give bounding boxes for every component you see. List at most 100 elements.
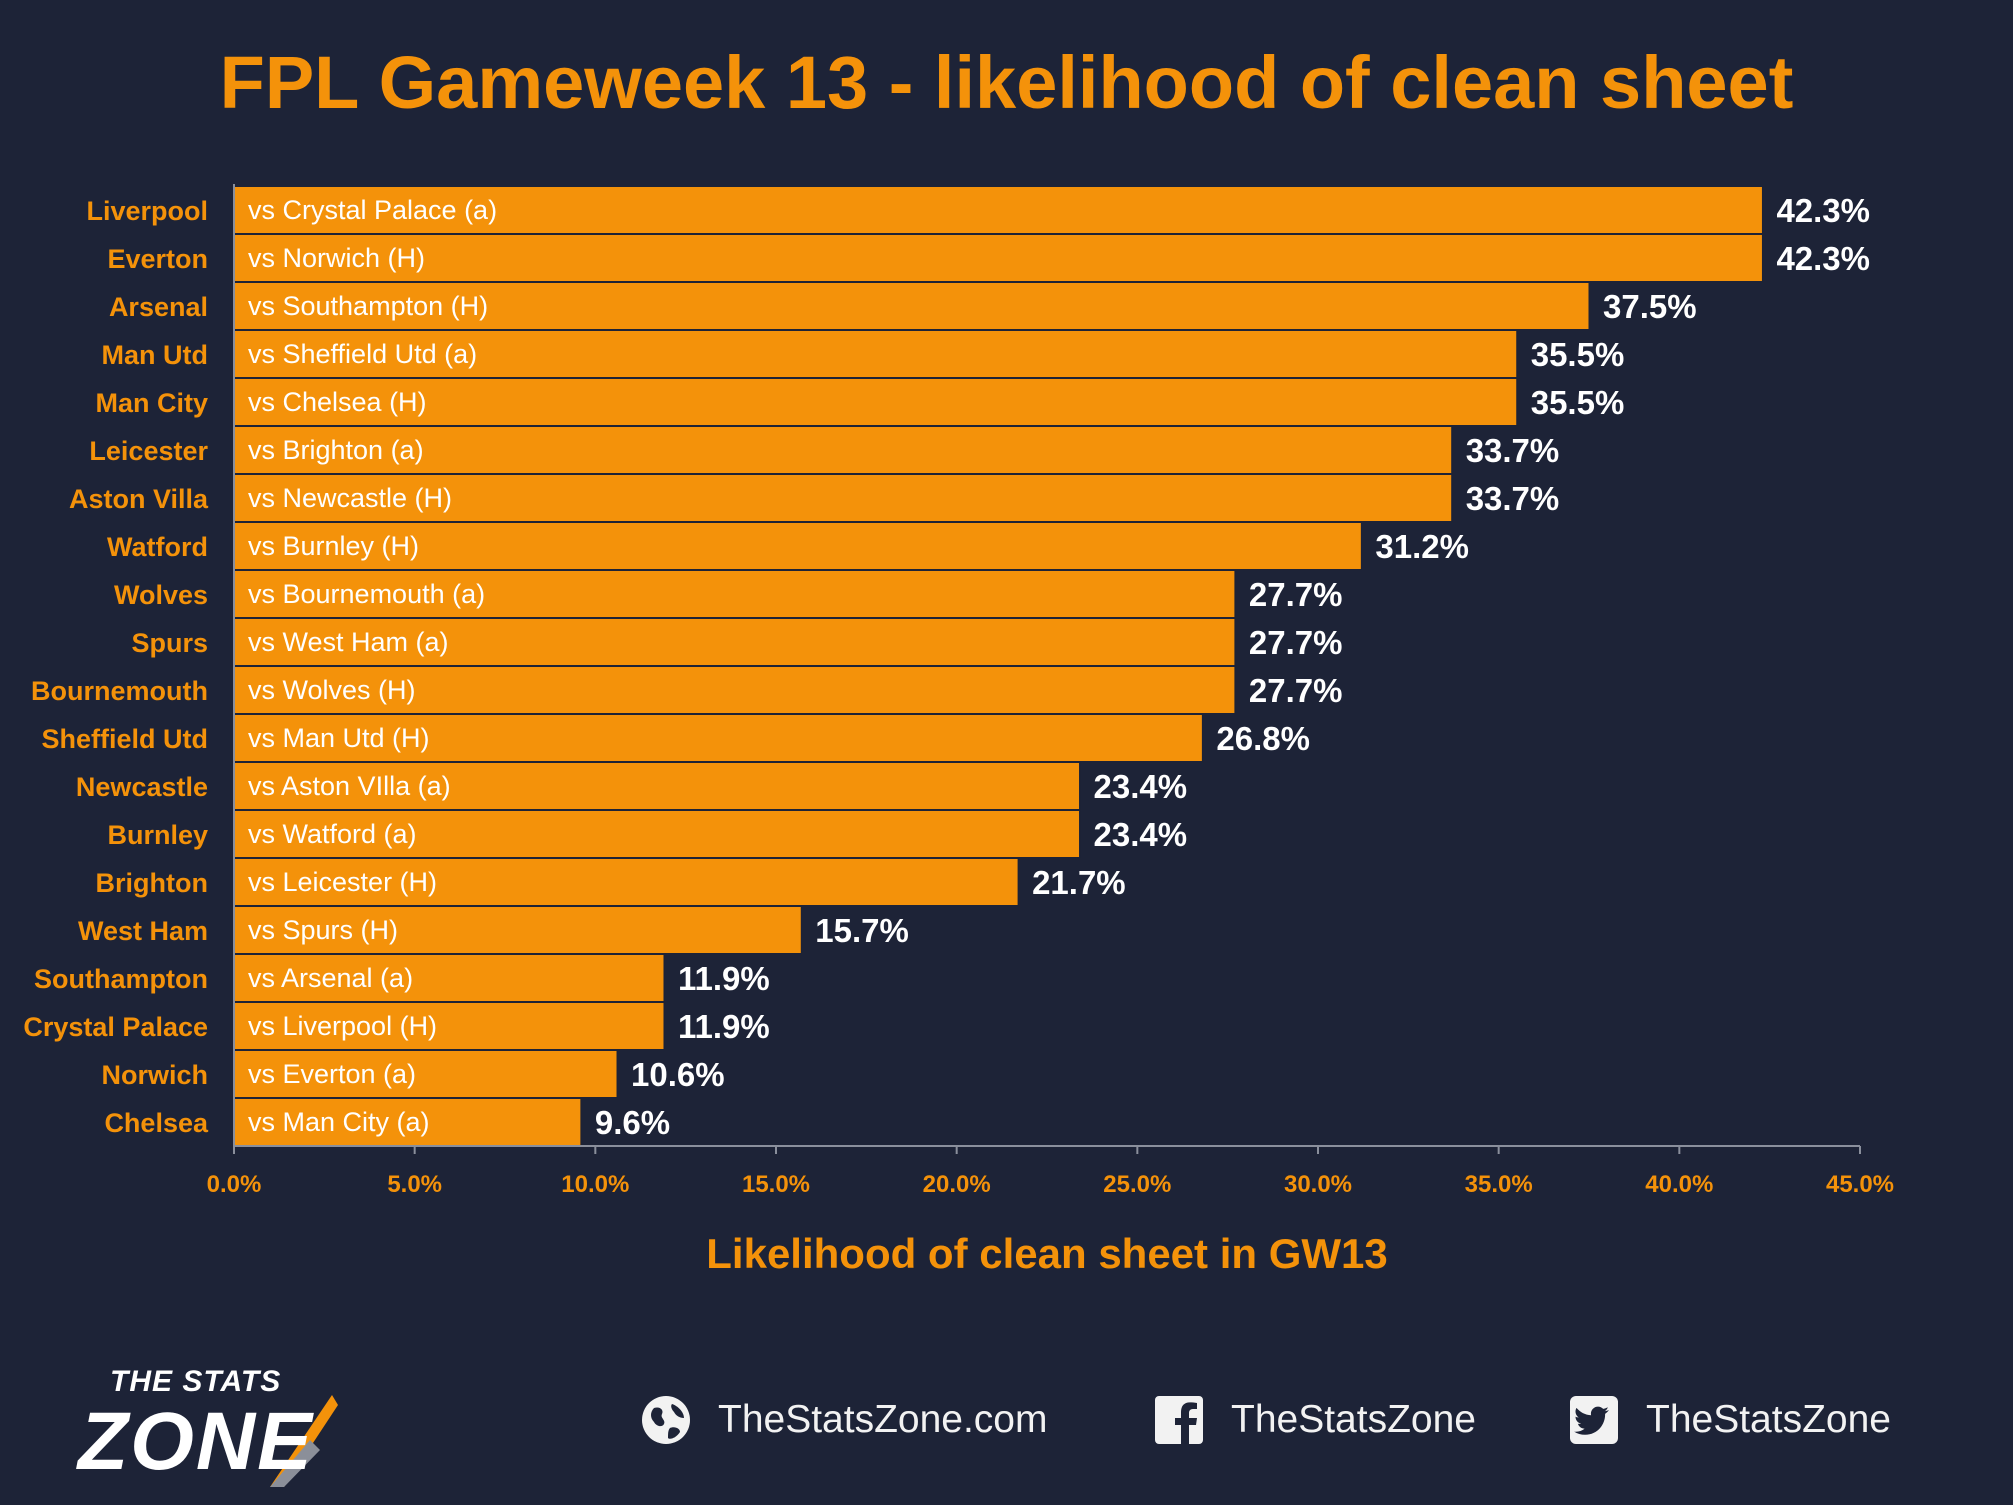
twitter-text: TheStatsZone [1646, 1398, 1891, 1441]
category-label: Arsenal [109, 292, 208, 322]
category-label: Bournemouth [31, 676, 208, 706]
category-label: West Ham [78, 916, 208, 946]
value-label: 10.6% [631, 1056, 725, 1093]
bar [233, 666, 1236, 714]
value-label: 21.7% [1032, 864, 1126, 901]
category-label: Chelsea [104, 1108, 209, 1138]
bar [233, 522, 1362, 570]
website-link[interactable]: TheStatsZone.com [640, 1390, 1047, 1450]
logo-slash-mark [270, 1395, 338, 1487]
bar [233, 906, 802, 954]
bar-chart: Liverpool vs Crystal Palace (a) 42.3% Evert… [23, 184, 1894, 1277]
bar [233, 762, 1081, 810]
value-label: 11.9% [678, 1008, 770, 1045]
fixture-label: vs Southampton (H) [248, 291, 488, 321]
fixture-label: vs Man Utd (H) [248, 723, 430, 753]
value-label: 9.6% [595, 1104, 670, 1141]
bar [233, 282, 1590, 330]
twitter-link[interactable]: TheStatsZone [1568, 1390, 1891, 1450]
fixture-label: vs Sheffield Utd (a) [248, 339, 477, 369]
facebook-link[interactable]: TheStatsZone [1153, 1390, 1476, 1450]
value-label: 33.7% [1466, 432, 1560, 469]
fixture-label: vs Arsenal (a) [248, 963, 413, 993]
value-label: 11.9% [678, 960, 770, 997]
value-label: 37.5% [1603, 288, 1697, 325]
value-label: 31.2% [1375, 528, 1469, 565]
value-label: 15.7% [815, 912, 909, 949]
value-label: 23.4% [1094, 816, 1188, 853]
logo-text-top: THE STATS [110, 1365, 282, 1398]
fixture-label: vs West Ham (a) [248, 627, 449, 657]
x-tick-label: 25.0% [1103, 1171, 1171, 1198]
category-label: Newcastle [76, 772, 208, 802]
fixture-label: vs Crystal Palace (a) [248, 195, 497, 225]
fixture-label: vs Man City (a) [248, 1107, 430, 1137]
logo-text-bottom: ZONE [78, 1396, 314, 1487]
value-label: 42.3% [1776, 192, 1870, 229]
category-label: Wolves [114, 580, 208, 610]
value-label: 35.5% [1531, 384, 1625, 421]
fixture-label: vs Liverpool (H) [248, 1011, 437, 1041]
x-tick-label: 35.0% [1465, 1171, 1533, 1198]
website-text: TheStatsZone.com [718, 1398, 1048, 1441]
x-tick-label: 40.0% [1645, 1171, 1713, 1198]
fixture-label: vs Newcastle (H) [248, 483, 452, 513]
x-tick-label: 30.0% [1284, 1171, 1352, 1198]
value-label: 42.3% [1776, 240, 1870, 277]
fixture-label: vs Wolves (H) [248, 675, 416, 705]
category-label: Southampton [34, 964, 208, 994]
fixture-label: vs Watford (a) [248, 819, 417, 849]
facebook-text: TheStatsZone [1231, 1398, 1476, 1441]
category-label: Watford [107, 532, 208, 562]
fixture-label: vs Leicester (H) [248, 867, 437, 897]
category-label: Man Utd [102, 340, 208, 370]
fixture-label: vs Burnley (H) [248, 531, 419, 561]
x-tick-label: 5.0% [387, 1171, 442, 1198]
bar [233, 810, 1081, 858]
fixture-label: vs Bournemouth (a) [248, 579, 485, 609]
stats-zone-logo: THE STATS ZONE [70, 1365, 430, 1495]
value-label: 33.7% [1466, 480, 1560, 517]
footer: THE STATS ZONE TheStatsZone.com TheStats… [0, 1330, 2013, 1505]
x-tick-label: 15.0% [742, 1171, 810, 1198]
fixture-label: vs Spurs (H) [248, 915, 398, 945]
category-label: Everton [107, 244, 208, 274]
x-tick-label: 0.0% [207, 1171, 262, 1198]
value-label: 26.8% [1216, 720, 1310, 757]
bar [233, 858, 1019, 906]
fixture-label: vs Aston VIlla (a) [248, 771, 451, 801]
globe-icon [642, 1396, 690, 1444]
bar [233, 378, 1518, 426]
bar [233, 714, 1203, 762]
category-label: Leicester [89, 436, 208, 466]
x-tick-label: 45.0% [1826, 1171, 1894, 1198]
category-label: Spurs [131, 628, 208, 658]
bar [233, 186, 1763, 234]
bar [233, 330, 1518, 378]
chart-title: FPL Gameweek 13 - likelihood of clean sh… [219, 41, 1794, 124]
value-label: 27.7% [1249, 672, 1343, 709]
category-label: Norwich [101, 1060, 208, 1090]
twitter-icon [1570, 1396, 1618, 1444]
bar [233, 1098, 582, 1146]
bar [233, 234, 1763, 282]
fixture-label: vs Brighton (a) [248, 435, 424, 465]
x-tick-label: 20.0% [923, 1171, 991, 1198]
bar [233, 426, 1453, 474]
category-label: Sheffield Utd [42, 724, 209, 754]
fixture-label: vs Chelsea (H) [248, 387, 427, 417]
bar [233, 954, 665, 1002]
x-tick-label: 10.0% [561, 1171, 629, 1198]
bar [233, 1050, 618, 1098]
value-label: 27.7% [1249, 576, 1343, 613]
category-label: Crystal Palace [23, 1012, 208, 1042]
category-label: Man City [95, 388, 208, 418]
fixture-label: vs Everton (a) [248, 1059, 416, 1089]
value-label: 35.5% [1531, 336, 1625, 373]
value-label: 27.7% [1249, 624, 1343, 661]
facebook-icon [1155, 1396, 1203, 1444]
bar [233, 474, 1453, 522]
category-label: Brighton [96, 868, 208, 898]
category-label: Aston Villa [69, 484, 209, 514]
